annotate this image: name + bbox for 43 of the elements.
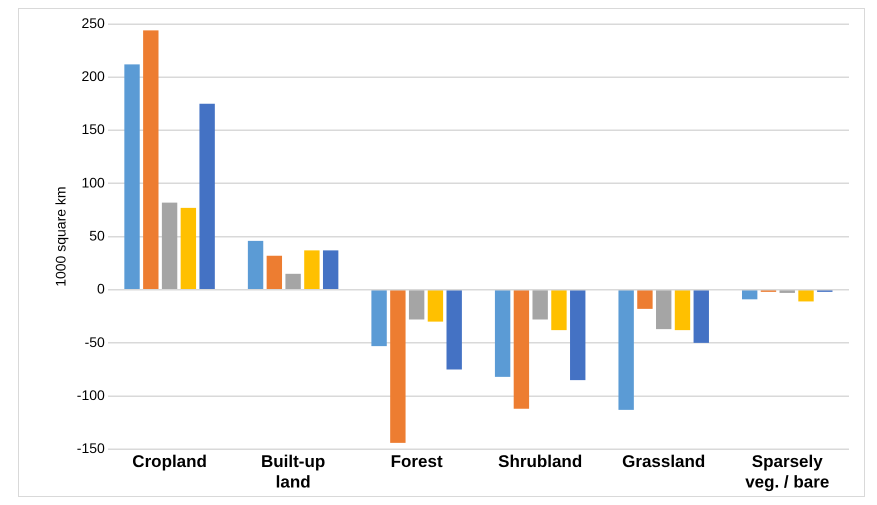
y-tick-label: 0 (97, 280, 106, 297)
x-tick-label: Grassland (622, 452, 706, 472)
bar (322, 250, 338, 289)
bar (446, 290, 462, 370)
bar (390, 290, 406, 443)
y-tick-label: 200 (81, 68, 106, 84)
bar (514, 290, 530, 409)
bar (637, 290, 653, 309)
y-tick-label: 250 (81, 14, 106, 31)
bar (143, 30, 159, 289)
bar (656, 290, 672, 330)
bar (408, 290, 424, 320)
y-tick-label: 150 (81, 121, 106, 138)
bar (494, 290, 510, 377)
x-tick-label: Forest (390, 452, 443, 472)
y-axis-title: 1000 square km (52, 186, 68, 287)
bar (428, 290, 444, 322)
bar (199, 104, 215, 289)
bar (285, 274, 301, 289)
bar (180, 208, 196, 289)
y-tick-label: 50 (89, 227, 106, 244)
y-tick-label: -50 (84, 334, 106, 350)
bar (618, 290, 634, 410)
y-tick-label: -100 (76, 386, 106, 403)
bar (162, 202, 178, 289)
bar (266, 256, 282, 289)
bar (674, 290, 690, 330)
bar (532, 290, 548, 320)
bar (570, 290, 586, 380)
x-tick-label: Built-up land (261, 452, 326, 492)
bar (551, 290, 567, 330)
bar (798, 290, 814, 302)
bar (304, 250, 320, 289)
x-tick-label: Shrubland (498, 452, 582, 472)
bar (371, 290, 387, 346)
bar (248, 240, 264, 289)
bar (742, 290, 758, 300)
x-tick-label: Cropland (132, 452, 207, 472)
y-tick-label: 100 (81, 174, 106, 190)
bar (694, 290, 709, 343)
y-tick-label: -150 (76, 440, 106, 456)
x-tick-label: Sparsely veg. / bare (745, 452, 830, 492)
bar (124, 64, 140, 289)
